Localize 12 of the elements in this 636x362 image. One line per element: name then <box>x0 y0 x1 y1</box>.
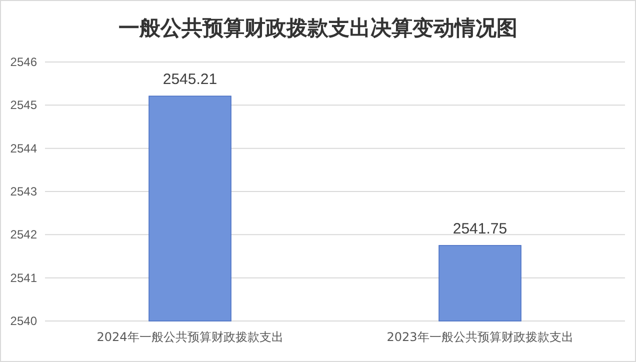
y-tick-label: 2543 <box>10 184 38 198</box>
y-tick-label: 2540 <box>10 314 38 328</box>
y-tick-label: 2541 <box>10 270 38 285</box>
y-tick-label: 2545 <box>10 98 38 112</box>
y-tick-label: 2544 <box>10 141 38 156</box>
y-tick-label: 2542 <box>10 228 38 242</box>
x-tick-label: 2023年一般公共预算财政拨款支出 <box>386 330 574 344</box>
x-tick-label: 2024年一般公共预算财政拨款支出 <box>96 330 284 344</box>
data-label: 2541.75 <box>452 220 508 238</box>
y-tick-label: 2546 <box>10 55 38 69</box>
chart-title: 一般公共预算财政拨款支出决算变动情况图 <box>118 15 518 40</box>
data-label: 2545.21 <box>162 71 218 88</box>
